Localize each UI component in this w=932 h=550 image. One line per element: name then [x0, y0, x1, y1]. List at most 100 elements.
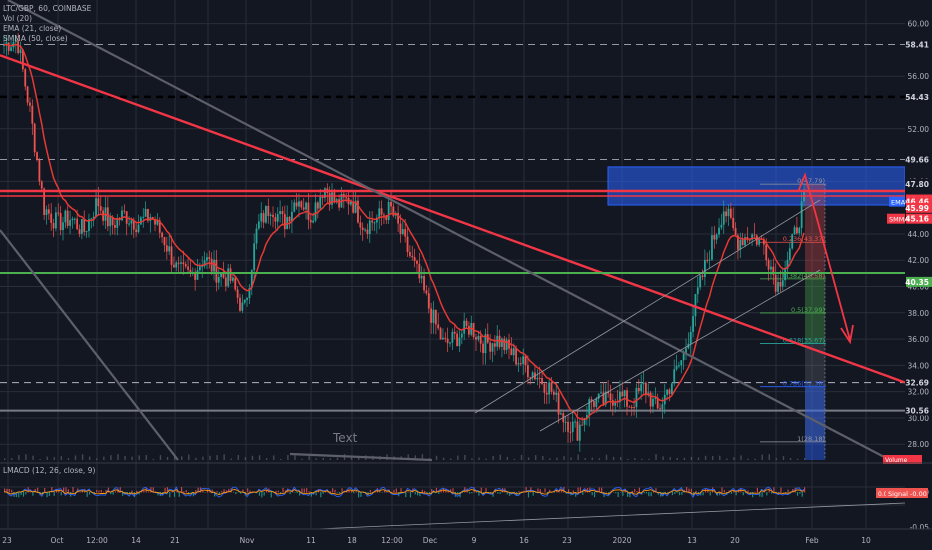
macd-histogram-bar	[350, 490, 353, 493]
volume-bar	[195, 457, 197, 460]
candle	[600, 392, 602, 394]
macd-histogram-bar	[648, 492, 650, 497]
macd-histogram-bar	[636, 491, 638, 493]
macd-histogram-bar	[324, 491, 327, 493]
macd-histogram-bar	[249, 490, 251, 493]
candle	[24, 69, 27, 87]
candle	[751, 234, 753, 240]
candle	[437, 324, 440, 329]
macd-histogram-bar	[383, 490, 386, 493]
macd-histogram-bar	[242, 489, 244, 493]
macd-histogram-bar	[638, 487, 641, 493]
candle	[621, 391, 624, 397]
candle	[66, 210, 69, 226]
candle	[31, 105, 34, 124]
volume-bar	[209, 455, 211, 460]
candle	[744, 237, 746, 246]
volume-bar	[506, 456, 509, 460]
macd-histogram-bar	[598, 487, 600, 493]
macd-histogram-bar	[348, 490, 350, 493]
projection-arrow	[797, 172, 851, 341]
candle	[748, 239, 751, 241]
macd-histogram-bar	[228, 488, 230, 493]
macd-histogram-bar	[424, 490, 426, 493]
candle	[590, 399, 593, 402]
candle	[298, 201, 300, 207]
candle	[55, 212, 57, 229]
volume-bar	[513, 458, 516, 460]
macd-histogram-bar	[773, 487, 775, 493]
macd-histogram-bar	[652, 491, 655, 493]
candle	[114, 224, 116, 228]
macd-histogram-bar	[223, 489, 225, 493]
fib-level-label: 1(28.18)	[797, 435, 825, 443]
time-tick-label: 21	[170, 536, 180, 545]
macd-histogram-bar	[157, 492, 159, 496]
macd-histogram-bar	[339, 492, 341, 494]
smma-indicator-label[interactable]: SMMA (50, close)	[3, 34, 68, 43]
volume-bar	[230, 458, 232, 460]
macd-histogram-bar	[143, 490, 145, 493]
candle	[173, 264, 175, 268]
volume-indicator-label[interactable]: Vol (20)	[3, 14, 33, 23]
candle	[224, 277, 227, 287]
macd-histogram-bar	[4, 488, 6, 493]
candle	[165, 245, 168, 252]
macd-histogram-bar	[497, 492, 499, 494]
volume-bar	[804, 457, 806, 460]
candle	[300, 201, 303, 208]
text-annotation[interactable]: Text	[333, 431, 358, 445]
candle	[460, 333, 463, 338]
candle	[373, 222, 376, 224]
volume-bar	[237, 454, 240, 460]
macd-histogram-bar	[374, 491, 376, 493]
volume-bar	[11, 458, 13, 460]
candle	[161, 232, 164, 238]
candle	[595, 398, 598, 407]
price-tag-bg	[906, 39, 932, 50]
candle	[52, 222, 55, 229]
macd-histogram-bar	[98, 490, 100, 493]
volume-bar	[159, 455, 162, 460]
candle	[194, 271, 197, 280]
candle	[151, 217, 154, 220]
macd-histogram-bar	[733, 490, 735, 493]
candle	[201, 266, 204, 268]
candle	[644, 382, 647, 395]
candle	[43, 188, 46, 215]
candle	[243, 299, 246, 303]
macd-histogram-bar	[745, 492, 747, 494]
candle	[420, 275, 423, 279]
volume-bar	[251, 455, 254, 460]
macd-histogram-bar	[664, 492, 666, 493]
symbol-label[interactable]: LTC/GBP, 60, COINBASE	[3, 4, 92, 13]
price-tag-bg	[906, 405, 932, 416]
candle	[203, 260, 206, 267]
volume-bar	[322, 457, 324, 460]
candle	[496, 335, 499, 347]
candle	[305, 202, 307, 210]
candle	[628, 406, 631, 408]
candle	[71, 218, 74, 221]
macd-histogram-bar	[277, 490, 279, 493]
volume-bar	[478, 457, 480, 460]
macd-histogram-bar	[44, 488, 46, 493]
volume-bar	[265, 458, 268, 460]
macd-histogram-bar	[298, 492, 301, 496]
macd-histogram-bar	[119, 487, 121, 493]
candle	[255, 228, 258, 244]
candle	[234, 277, 237, 290]
smma-tag-bg	[887, 213, 905, 224]
ema-indicator-label[interactable]: EMA (21, close)	[3, 24, 62, 33]
candle	[798, 227, 801, 234]
volume-bar	[96, 458, 98, 460]
volume-bar	[726, 458, 728, 460]
candle	[578, 424, 581, 441]
candle	[359, 222, 362, 228]
macd-histogram-bar	[27, 487, 29, 493]
macd-indicator-label[interactable]: LMACD (12, 26, close, 9)	[3, 466, 96, 475]
candle	[774, 274, 777, 292]
macd-histogram-bar	[195, 490, 197, 493]
volume-bar	[287, 455, 289, 460]
